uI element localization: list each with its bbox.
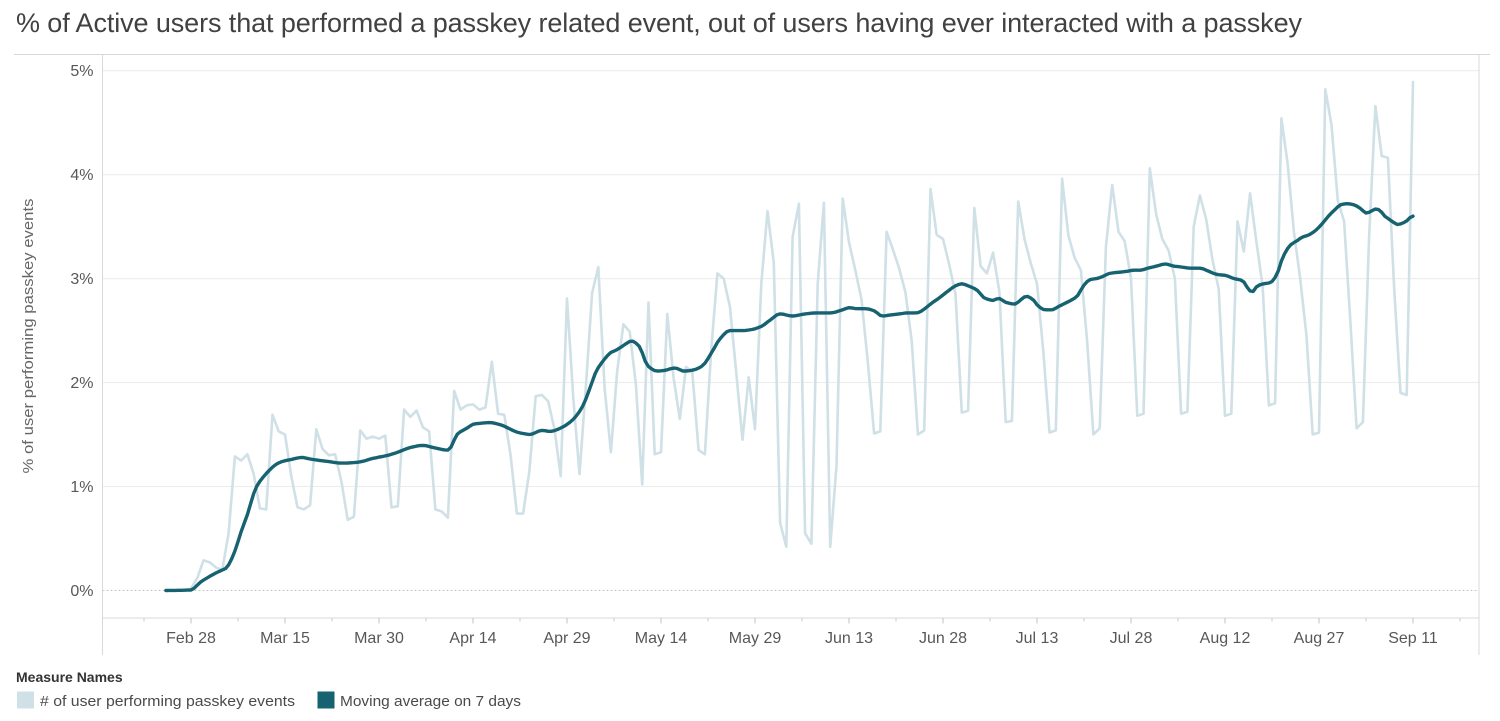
svg-text:Jul 13: Jul 13 xyxy=(1016,630,1059,647)
svg-text:% of Active users that perform: % of Active users that performed a passk… xyxy=(16,8,1302,38)
svg-text:5%: 5% xyxy=(70,63,93,80)
svg-text:Apr 29: Apr 29 xyxy=(543,630,590,647)
svg-text:# of user performing passkey e: # of user performing passkey events xyxy=(40,693,295,710)
svg-text:Mar 15: Mar 15 xyxy=(260,630,310,647)
svg-text:Jun 28: Jun 28 xyxy=(919,630,967,647)
svg-text:Aug 12: Aug 12 xyxy=(1200,630,1251,647)
svg-text:Jun 13: Jun 13 xyxy=(825,630,873,647)
svg-text:4%: 4% xyxy=(70,167,93,184)
svg-text:May 29: May 29 xyxy=(729,630,782,647)
svg-text:2%: 2% xyxy=(70,375,93,392)
svg-text:Jul 28: Jul 28 xyxy=(1110,630,1153,647)
svg-text:May 14: May 14 xyxy=(635,630,688,647)
svg-text:Feb 28: Feb 28 xyxy=(166,630,216,647)
svg-text:Aug 27: Aug 27 xyxy=(1294,630,1345,647)
svg-text:Sep 11: Sep 11 xyxy=(1388,630,1438,647)
svg-text:Apr 14: Apr 14 xyxy=(449,630,496,647)
svg-text:0%: 0% xyxy=(70,583,93,600)
svg-text:Measure Names: Measure Names xyxy=(16,669,123,685)
svg-text:% of user performing passkey e: % of user performing passkey events xyxy=(20,199,37,474)
svg-text:1%: 1% xyxy=(70,479,93,496)
svg-text:Moving average on 7 days: Moving average on 7 days xyxy=(340,693,521,710)
svg-text:3%: 3% xyxy=(70,271,93,288)
svg-text:Mar 30: Mar 30 xyxy=(354,630,404,647)
